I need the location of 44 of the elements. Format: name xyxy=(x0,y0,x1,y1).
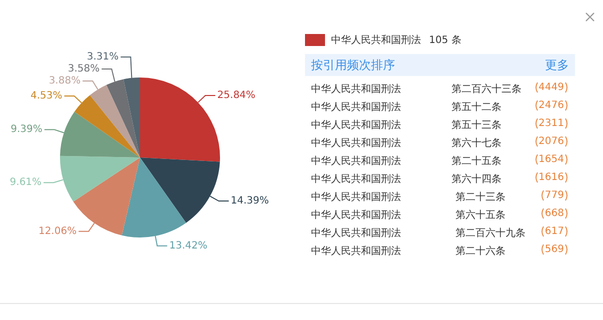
category-label: 第五十三条 xyxy=(451,118,502,132)
text: 中华人民共和国刑法 xyxy=(311,192,401,203)
data-label: 617 xyxy=(544,226,564,237)
text: 105 条 xyxy=(429,34,462,47)
data-label: 779 xyxy=(544,190,564,201)
data-label: 3.58% xyxy=(68,64,100,75)
category-label: 第二十五条 xyxy=(451,154,502,168)
category-label: 第六十四条 xyxy=(451,172,502,186)
data-label: 3.31% xyxy=(86,52,119,63)
text: 中华人民共和国刑法 xyxy=(311,84,401,95)
legend-label: 中华人民共和国刑法 xyxy=(331,34,421,47)
category-label: 第二十六条 xyxy=(455,244,506,258)
data-label: 14.39% xyxy=(230,196,269,207)
text: 中华人民共和国刑法 xyxy=(311,246,401,257)
data-label: 668 xyxy=(544,208,564,219)
data-label: 12.06% xyxy=(38,226,77,237)
data-label: 1616 xyxy=(538,172,564,183)
data-label: 13.42% xyxy=(169,240,208,252)
text: 中华人民共和国刑法 xyxy=(311,228,401,239)
text: 中华人民共和国刑法 xyxy=(311,120,401,131)
data-label: 4.53% xyxy=(30,90,62,102)
category-label: 第二百六十九条 xyxy=(455,226,526,240)
text: 中华人民共和国刑法 xyxy=(311,174,401,185)
text: 中华人民共和国刑法 xyxy=(311,156,401,167)
data-label: 1654 xyxy=(538,154,564,165)
category-label: 第六十七条 xyxy=(451,136,502,150)
text: 按引用频次排序 xyxy=(311,56,395,74)
data-label: 569 xyxy=(544,244,564,255)
data-label: 2076 xyxy=(538,136,564,147)
category-label: 第五十二条 xyxy=(451,100,502,114)
data-label: 4449 xyxy=(538,82,564,93)
data-label: 2311 xyxy=(538,118,564,129)
data-label: 9.39% xyxy=(10,124,42,136)
text: 更多 xyxy=(545,56,569,74)
data-label: 3.88% xyxy=(48,76,81,87)
text: 中华人民共和国刑法 xyxy=(311,102,401,113)
data-label: 25.84% xyxy=(217,90,256,102)
data-label: 9.61% xyxy=(10,177,42,188)
category-label: 第六十五条 xyxy=(455,208,506,222)
text: 中华人民共和国刑法 xyxy=(311,138,401,149)
data-label: 2476 xyxy=(538,100,564,111)
category-label: 第二十三条 xyxy=(455,190,506,204)
category-label: 第二百六十三条 xyxy=(451,82,522,96)
text: 中华人民共和国刑法 xyxy=(311,210,401,221)
